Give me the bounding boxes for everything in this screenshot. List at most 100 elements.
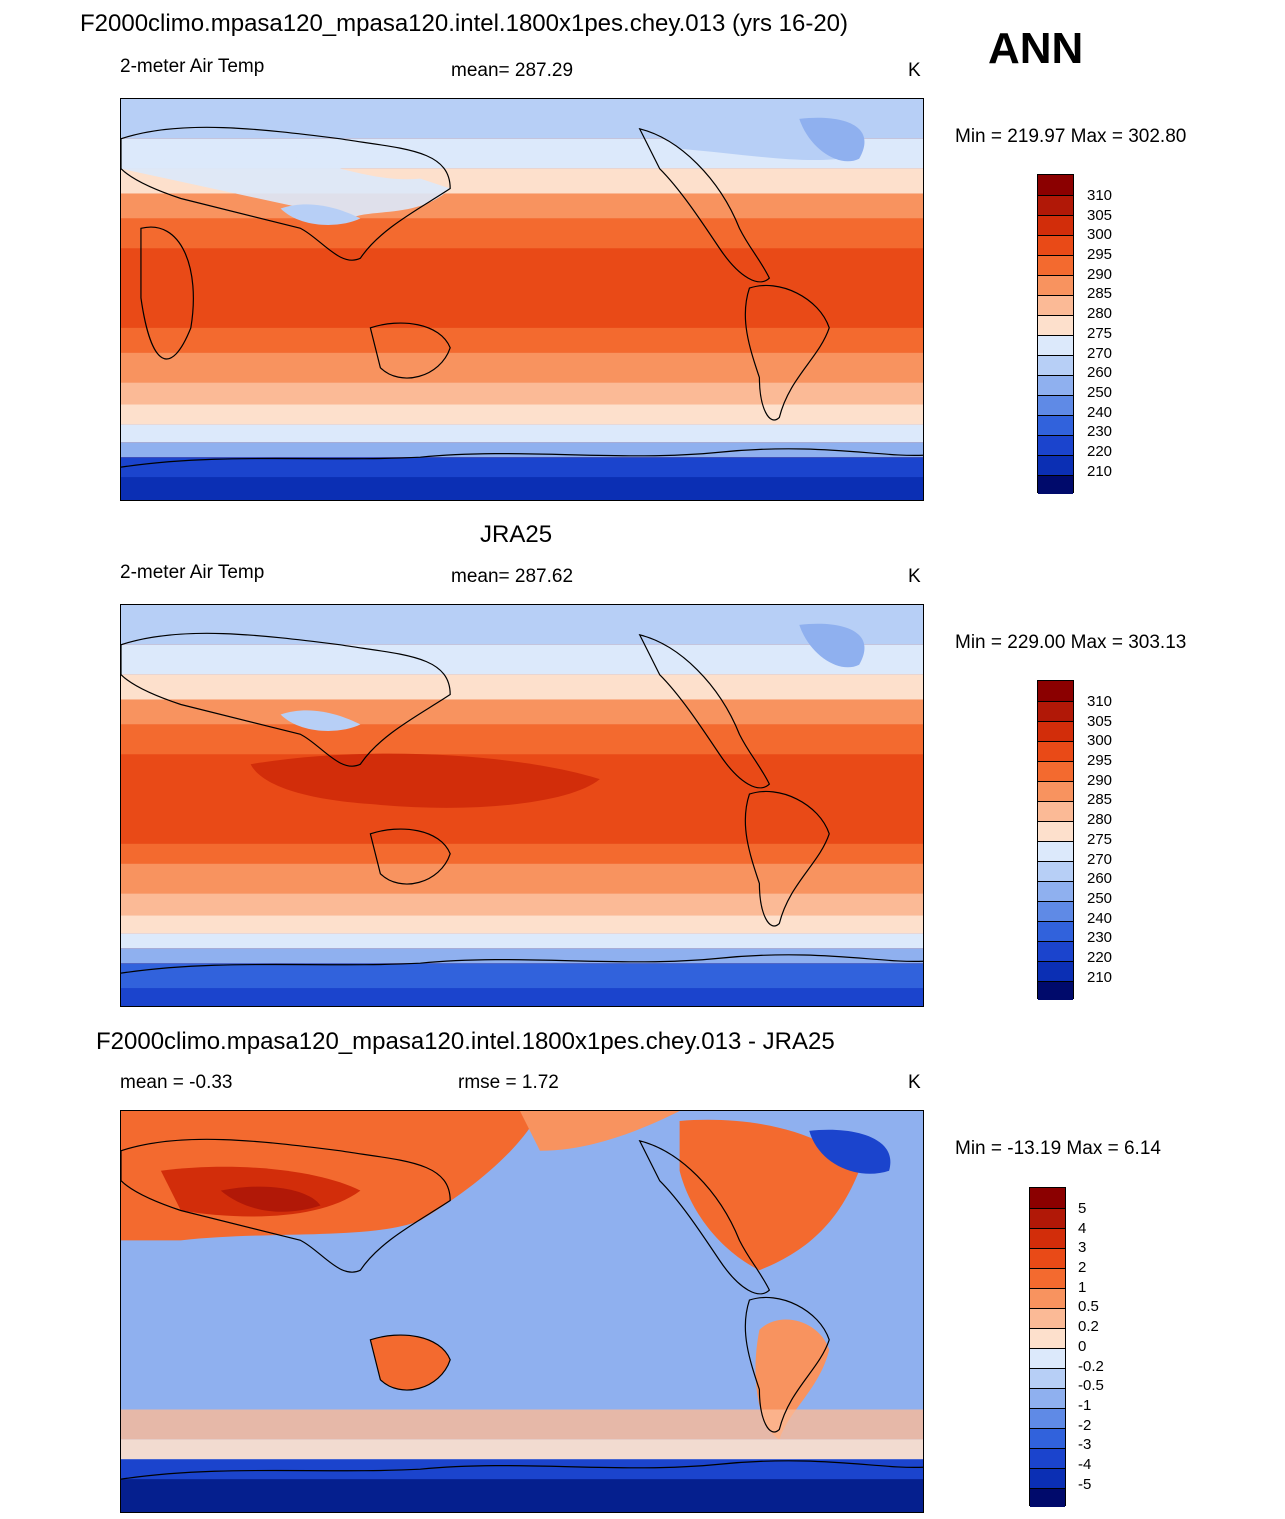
colorbar-tick-label: 220 — [1087, 442, 1113, 460]
colorbar-swatch — [1030, 1489, 1065, 1507]
colorbar-swatch — [1038, 882, 1073, 902]
colorbar-tick-label: -5 — [1078, 1475, 1092, 1493]
colorbar-swatch — [1038, 256, 1073, 276]
difference-map — [120, 1110, 924, 1513]
colorbar-swatch — [1038, 236, 1073, 256]
panel-3-units-label: K — [908, 1072, 921, 1093]
colorbar-tick-label: -3 — [1078, 1436, 1092, 1454]
colorbar-swatch — [1038, 196, 1073, 216]
panel-3-minmax: Min = -13.19 Max = 6.14 — [955, 1138, 1161, 1159]
colorbar-swatch — [1030, 1188, 1065, 1209]
colorbar-tick-label: 285 — [1087, 285, 1113, 303]
colorbar-tick-label: 5 — [1078, 1200, 1087, 1217]
colorbar-tick-label: 305 — [1087, 206, 1113, 224]
colorbar-swatch — [1038, 396, 1073, 416]
colorbar-swatch — [1038, 822, 1073, 842]
colorbar-swatch — [1038, 276, 1073, 296]
colorbar-swatch — [1038, 376, 1073, 396]
colorbar-tick-label: 210 — [1087, 968, 1113, 986]
colorbar-swatch — [1038, 982, 1073, 1000]
colorbar-tick-label: 250 — [1087, 889, 1113, 907]
colorbar-tick-label: -0.2 — [1078, 1357, 1104, 1375]
colorbar-swatch — [1030, 1249, 1065, 1269]
colorbar-tick-label: 280 — [1087, 305, 1113, 323]
colorbar-swatch — [1030, 1229, 1065, 1249]
colorbar-tick-label: 270 — [1087, 850, 1113, 868]
colorbar-tick-label: 2 — [1078, 1259, 1087, 1277]
colorbar-swatch — [1030, 1449, 1065, 1469]
colorbar-tick-label: 0 — [1078, 1337, 1087, 1355]
map-graphic — [121, 605, 923, 1006]
colorbar-tick-label: 270 — [1087, 344, 1113, 362]
colorbar-tick-label: 290 — [1087, 265, 1113, 283]
panel-1-variable-label: 2-meter Air Temp — [120, 56, 265, 77]
colorbar-tick-label: -0.5 — [1078, 1377, 1104, 1395]
colorbar-tick-label: 290 — [1087, 771, 1113, 789]
colorbar-swatch — [1038, 762, 1073, 782]
panel-1-mean-label: mean= 287.29 — [451, 60, 574, 81]
colorbar-swatch — [1038, 296, 1073, 316]
panel-3-title: F2000climo.mpasa120_mpasa120.intel.1800x… — [96, 1028, 835, 1055]
colorbar-swatch — [1038, 862, 1073, 882]
colorbar-tick-label: 3 — [1078, 1239, 1087, 1257]
panel-1-minmax: Min = 219.97 Max = 302.80 — [955, 126, 1187, 147]
panel-1-colorbar — [1037, 174, 1074, 494]
panel-3-colorbar-labels: 5 4 3 2 1 0.5 0.2 0 -0.2 -0.5 -1 -2 -3 -… — [1078, 1199, 1104, 1494]
colorbar-swatch — [1038, 802, 1073, 822]
colorbar-tick-label: 295 — [1087, 752, 1113, 770]
colorbar-tick-label: 230 — [1087, 423, 1113, 441]
colorbar-tick-label: 260 — [1087, 364, 1113, 382]
colorbar-swatch — [1030, 1469, 1065, 1489]
panel-2-variable-label: 2-meter Air Temp — [120, 562, 265, 583]
colorbar-swatch — [1038, 456, 1073, 476]
colorbar-swatch — [1030, 1369, 1065, 1389]
map-graphic — [121, 99, 923, 500]
colorbar-tick-label: 310 — [1087, 693, 1113, 710]
colorbar-tick-label: 310 — [1087, 187, 1113, 204]
colorbar-tick-label: 230 — [1087, 929, 1113, 947]
colorbar-swatch — [1038, 175, 1073, 196]
colorbar-swatch — [1038, 942, 1073, 962]
colorbar-swatch — [1038, 962, 1073, 982]
colorbar-swatch — [1030, 1309, 1065, 1329]
colorbar-tick-label: 300 — [1087, 226, 1113, 244]
colorbar-swatch — [1038, 356, 1073, 376]
panel-1-colorbar-labels: 310 305 300 295 290 285 280 275 270 260 … — [1087, 186, 1112, 481]
colorbar-swatch — [1030, 1329, 1065, 1349]
map-graphic — [121, 1111, 923, 1512]
colorbar-tick-label: 240 — [1087, 909, 1113, 927]
colorbar-tick-label: 250 — [1087, 383, 1113, 401]
panel-2-title: JRA25 — [480, 521, 553, 548]
colorbar-tick-label: -2 — [1078, 1416, 1092, 1434]
colorbar-swatch — [1038, 436, 1073, 456]
colorbar-swatch — [1038, 742, 1073, 762]
panel-2-colorbar-labels: 310 305 300 295 290 285 280 275 270 260 … — [1087, 692, 1112, 987]
colorbar-swatch — [1038, 336, 1073, 356]
colorbar-swatch — [1038, 902, 1073, 922]
colorbar-swatch — [1038, 476, 1073, 494]
colorbar-tick-label: 275 — [1087, 830, 1113, 848]
colorbar-swatch — [1030, 1289, 1065, 1309]
panel-2-minmax: Min = 229.00 Max = 303.13 — [955, 632, 1187, 653]
panel-2-units-label: K — [908, 566, 921, 587]
colorbar-tick-label: 300 — [1087, 732, 1113, 750]
colorbar-tick-label: 1 — [1078, 1278, 1087, 1296]
panel-2-colorbar — [1037, 680, 1074, 1000]
colorbar-swatch — [1030, 1389, 1065, 1409]
panel-3-mean-label: mean = -0.33 — [120, 1072, 233, 1093]
reference-temperature-map — [120, 604, 924, 1007]
colorbar-swatch — [1030, 1209, 1065, 1229]
colorbar-tick-label: 295 — [1087, 246, 1113, 264]
colorbar-tick-label: 305 — [1087, 712, 1113, 730]
colorbar-tick-label: 285 — [1087, 791, 1113, 809]
colorbar-swatch — [1038, 416, 1073, 436]
colorbar-tick-label: 220 — [1087, 948, 1113, 966]
colorbar-tick-label: 275 — [1087, 324, 1113, 342]
colorbar-tick-label: 4 — [1078, 1219, 1087, 1237]
colorbar-tick-label: 240 — [1087, 403, 1113, 421]
colorbar-tick-label: -1 — [1078, 1396, 1092, 1414]
colorbar-swatch — [1038, 722, 1073, 742]
colorbar-swatch — [1038, 782, 1073, 802]
colorbar-swatch — [1030, 1349, 1065, 1369]
colorbar-tick-label: 0.5 — [1078, 1298, 1099, 1316]
